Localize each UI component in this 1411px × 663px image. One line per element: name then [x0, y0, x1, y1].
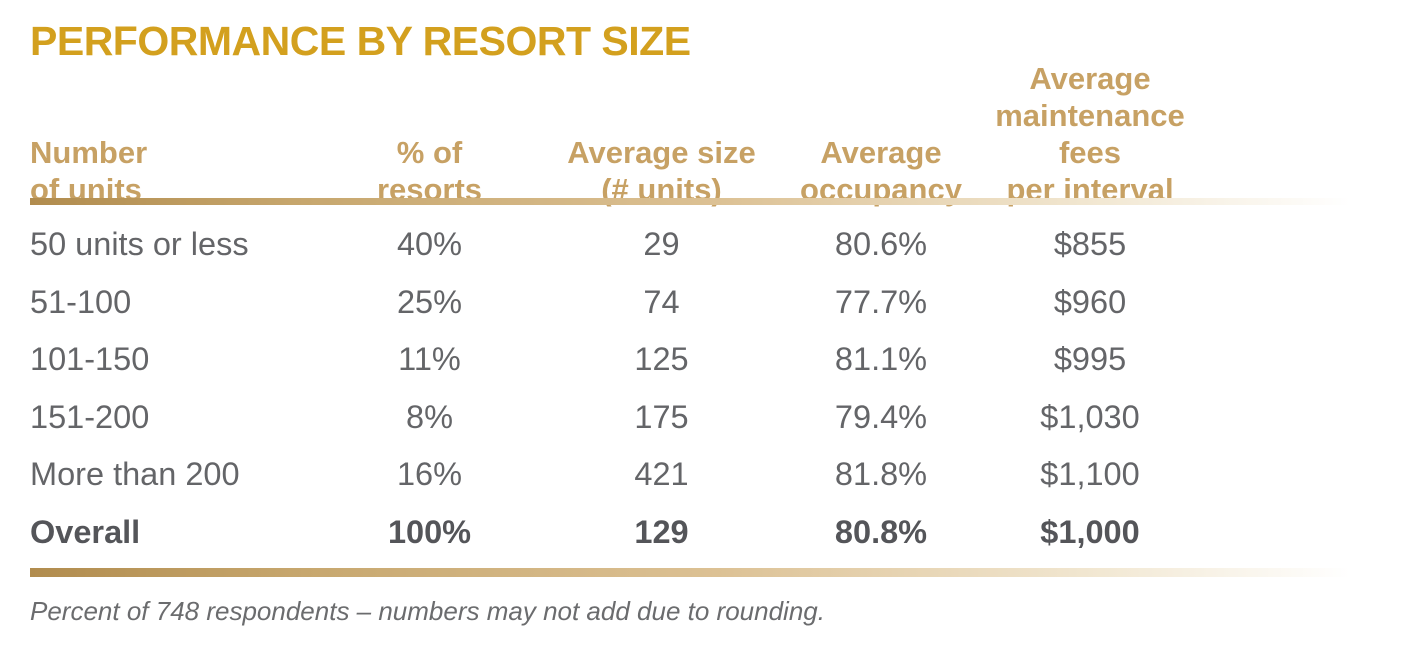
- overall-label: Overall: [30, 513, 141, 550]
- cell-pct-of-resorts: 16%: [396, 456, 463, 493]
- cell-average-size: 175: [634, 398, 689, 435]
- cell-number-of-units: 50 units or less: [30, 226, 249, 263]
- column-header-pct-of-resorts: % of resorts: [376, 135, 483, 207]
- header-divider-rule: [30, 198, 1405, 205]
- cell-average-occupancy: 81.8%: [834, 456, 928, 493]
- table-body: 50 units or less 40% 29 80.6% $855 51-10…: [30, 216, 1192, 561]
- cell-pct-of-resorts: 11%: [398, 341, 461, 378]
- cell-average-occupancy: 79.4%: [834, 398, 928, 435]
- cell-average-size: 125: [634, 341, 689, 378]
- cell-average-size-overall: 129: [549, 504, 774, 562]
- overall-occupancy: 80.8%: [834, 513, 928, 550]
- cell-pct-of-resorts: 40%: [396, 226, 463, 263]
- cell-average-maintenance-fee: $855: [1053, 226, 1127, 263]
- page-title: PERFORMANCE BY RESORT SIZE: [30, 18, 691, 64]
- cell-average-occupancy-overall: 80.8%: [774, 504, 988, 562]
- cell-average-occupancy: 81.1%: [834, 341, 928, 378]
- cell-number-of-units: 101-150: [30, 341, 150, 378]
- cell-average-maintenance-fee: $1,030: [1040, 398, 1140, 435]
- cell-average-occupancy: 77.7%: [834, 283, 928, 320]
- cell-pct-of-resorts: 8%: [406, 398, 453, 435]
- cell-number-of-units: More than 200: [30, 456, 240, 493]
- overall-fee: $1,000: [1040, 513, 1140, 550]
- table-header-row: Number of units % of resorts Average siz…: [30, 60, 1192, 207]
- cell-average-maintenance-fee: $1,100: [1040, 456, 1140, 493]
- cell-average-occupancy: 80.6%: [834, 226, 928, 263]
- cell-average-maintenance-fee: $995: [1053, 341, 1127, 378]
- cell-average-size: 74: [643, 283, 680, 320]
- footer-divider-rule: [30, 568, 1405, 577]
- cell-pct-of-resorts: 25%: [396, 283, 463, 320]
- cell-number-of-units: 151-200: [30, 398, 150, 435]
- cell-average-maintenance-fee-overall: $1,000: [988, 504, 1192, 562]
- overall-size: 129: [634, 513, 689, 550]
- column-header-average-size: Average size (# units): [567, 135, 756, 207]
- cell-average-size: 421: [634, 456, 689, 493]
- cell-average-maintenance-fee: $960: [1053, 283, 1127, 320]
- column-header-number-of-units: Number of units: [30, 135, 148, 207]
- column-header-average-occupancy: Average occupancy: [800, 135, 962, 207]
- cell-pct-of-resorts-overall: 100%: [310, 504, 549, 562]
- footnote: Percent of 748 respondents – numbers may…: [30, 596, 825, 626]
- cell-number-of-units: 51-100: [30, 283, 132, 320]
- overall-pct: 100%: [387, 513, 472, 550]
- cell-average-size: 29: [643, 226, 680, 263]
- column-header-average-maintenance-fees: Average maintenance fees per interval: [995, 61, 1185, 207]
- cell-number-of-units-overall: Overall: [30, 504, 310, 562]
